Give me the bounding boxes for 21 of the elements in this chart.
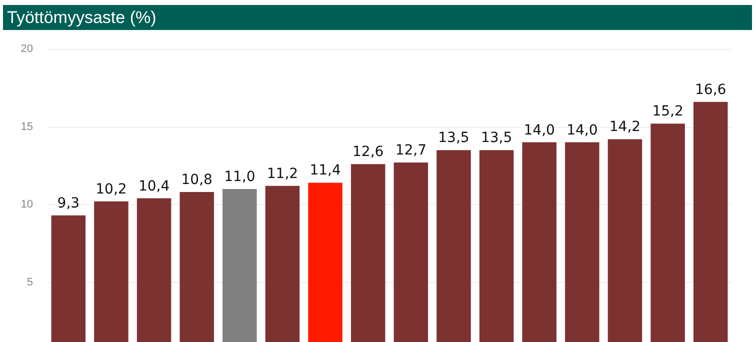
data-label: 13,5 <box>438 130 470 146</box>
y-tick-label: 15 <box>20 120 33 133</box>
data-label: 11,0 <box>224 168 256 185</box>
chart-title: Työttömyysaste (%) <box>3 5 752 30</box>
data-label: 13,5 <box>480 130 512 146</box>
y-tick-label: 5 <box>26 276 33 288</box>
y-tick-label: 20 <box>20 43 33 55</box>
data-label: 12,6 <box>352 144 384 160</box>
data-label: 11,4 <box>310 162 341 179</box>
data-label: 11,2 <box>266 166 298 182</box>
y-tick-label: 10 <box>20 198 33 210</box>
data-label: 14,0 <box>524 122 555 138</box>
data-label: 9,3 <box>57 195 80 212</box>
data-label: 10,4 <box>138 178 170 194</box>
data-label: 12,7 <box>395 142 426 159</box>
data-label: 16,6 <box>695 82 726 98</box>
data-label: 10,8 <box>181 172 212 188</box>
data-label: 14,0 <box>566 122 598 138</box>
data-label: 15,2 <box>652 104 684 120</box>
data-label: 14,2 <box>609 119 641 136</box>
data-label: 10,2 <box>96 181 127 198</box>
